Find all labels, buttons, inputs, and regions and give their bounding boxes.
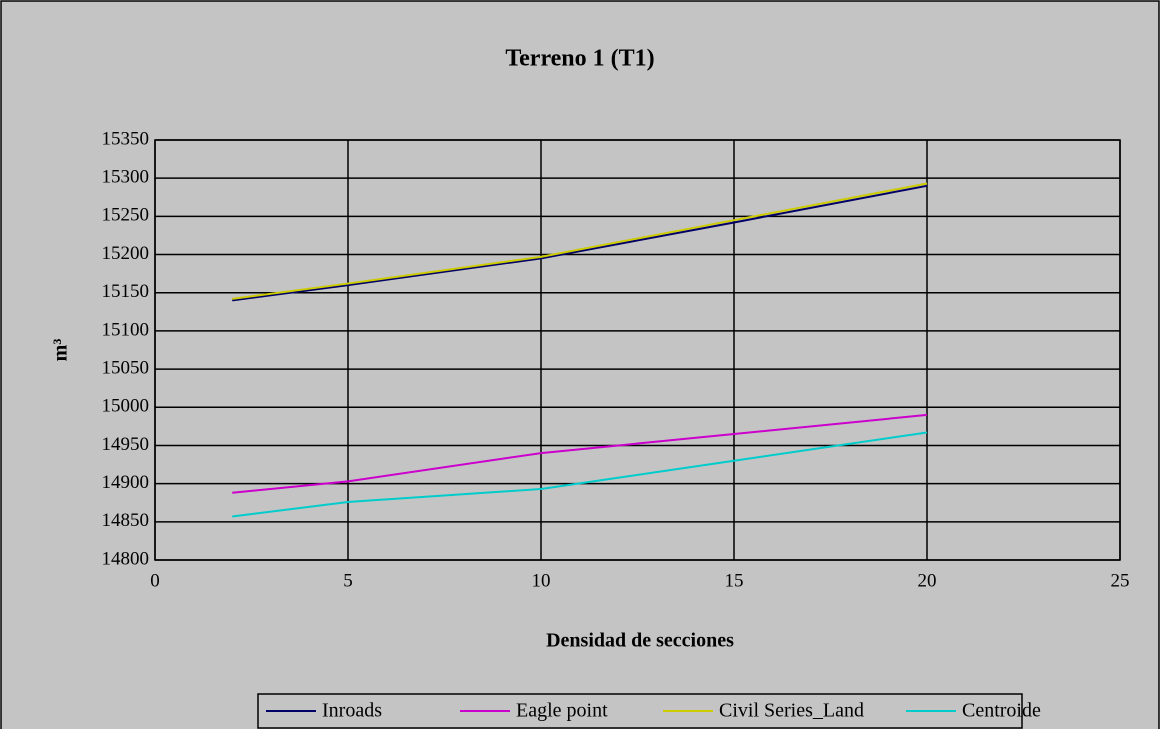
y-tick-label: 15300 bbox=[102, 167, 150, 188]
plot-area bbox=[154, 139, 1121, 561]
legend-label: Eagle point bbox=[516, 700, 608, 722]
x-tick-label: 10 bbox=[532, 570, 551, 591]
y-tick-label: 15250 bbox=[102, 205, 150, 226]
x-tick-label: 15 bbox=[725, 570, 744, 591]
x-tick-label: 25 bbox=[1111, 570, 1130, 591]
legend-label: Civil Series_Land bbox=[719, 700, 864, 722]
chart-title: Terreno 1 (T1) bbox=[505, 46, 654, 72]
legend-label: Centroide bbox=[962, 700, 1041, 722]
y-tick-label: 15350 bbox=[102, 128, 150, 149]
y-tick-label: 15050 bbox=[102, 357, 150, 378]
legend-label: Inroads bbox=[322, 700, 382, 722]
series-line bbox=[232, 413, 928, 494]
series-line bbox=[232, 182, 928, 300]
x-tick-label: 5 bbox=[343, 570, 353, 591]
series-line bbox=[232, 184, 928, 302]
legend-box bbox=[257, 693, 1023, 729]
y-tick-label: 15000 bbox=[102, 396, 150, 417]
x-tick-label: 20 bbox=[918, 570, 937, 591]
y-tick-label: 14850 bbox=[102, 510, 150, 531]
y-tick-label: 14950 bbox=[102, 434, 150, 455]
series-line bbox=[232, 431, 928, 518]
y-tick-label: 14900 bbox=[102, 472, 150, 493]
y-axis-label: m³ bbox=[50, 339, 72, 362]
y-tick-label: 15150 bbox=[102, 281, 150, 302]
x-axis-label: Densidad de secciones bbox=[546, 630, 734, 652]
y-tick-label: 15100 bbox=[102, 319, 150, 340]
x-tick-label: 0 bbox=[150, 570, 160, 591]
y-tick-label: 14800 bbox=[102, 548, 150, 569]
y-tick-label: 15200 bbox=[102, 243, 150, 264]
